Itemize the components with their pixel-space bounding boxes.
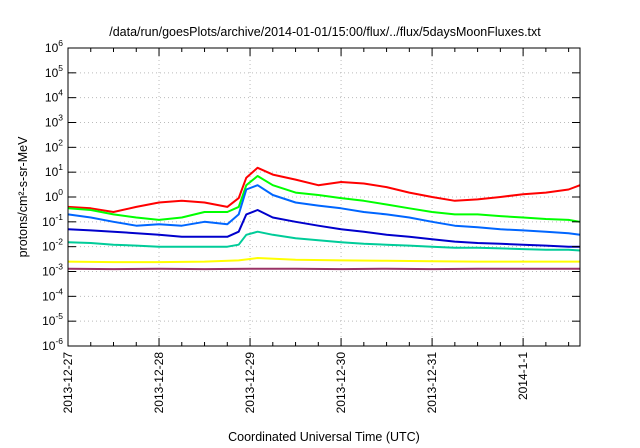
ticks (67, 47, 580, 347)
y-tick-label: 103 (45, 113, 63, 130)
y-tick-label: 102 (45, 137, 63, 154)
y-tick-label: 106 (45, 38, 63, 55)
y-tick-label: 10-4 (42, 286, 63, 303)
x-tick-label: 2013-12-27 (61, 352, 75, 414)
x-tick-label: 2013-12-31 (425, 352, 439, 414)
y-tick-label: 104 (45, 88, 63, 105)
y-tick-label: 10-3 (42, 262, 63, 279)
series-line-3 (67, 209, 580, 248)
series-line-0 (67, 166, 581, 213)
y-tick-label: 10-1 (42, 212, 63, 229)
x-tick-labels: 2013-12-27 2013-12-28 2013-12-29 2013-12-30… (61, 352, 530, 414)
y-axis-label: protons/cm²-s-sr-MeV (16, 136, 30, 258)
series-line-1 (67, 175, 581, 223)
y-tick-labels: 10-6 10-5 10-4 10-3 10-2 10-1 100 101 102 103 104 1… (42, 38, 63, 353)
y-tick-label: 10-6 (42, 336, 63, 353)
x-tick-label: 2013-12-30 (334, 352, 348, 414)
x-tick-label: 2014-1-1 (516, 352, 530, 400)
x-axis-label: Coordinated Universal Time (UTC) (228, 430, 420, 444)
x-tick-label: 2013-12-29 (243, 352, 257, 414)
series-line-2 (67, 184, 581, 236)
y-tick-label: 105 (45, 63, 63, 80)
series-line-5 (67, 257, 580, 264)
y-tick-label: 100 (45, 187, 63, 204)
y-tick-label: 10-5 (42, 311, 63, 328)
chart-title: /data/run/goesPlots/archive/2014-01-01/1… (109, 25, 541, 39)
series-line-4 (67, 230, 581, 252)
series-group (67, 166, 581, 271)
x-tick-label: 2013-12-28 (152, 352, 166, 414)
y-tick-label: 10-2 (42, 237, 63, 254)
y-tick-label: 101 (45, 162, 63, 179)
